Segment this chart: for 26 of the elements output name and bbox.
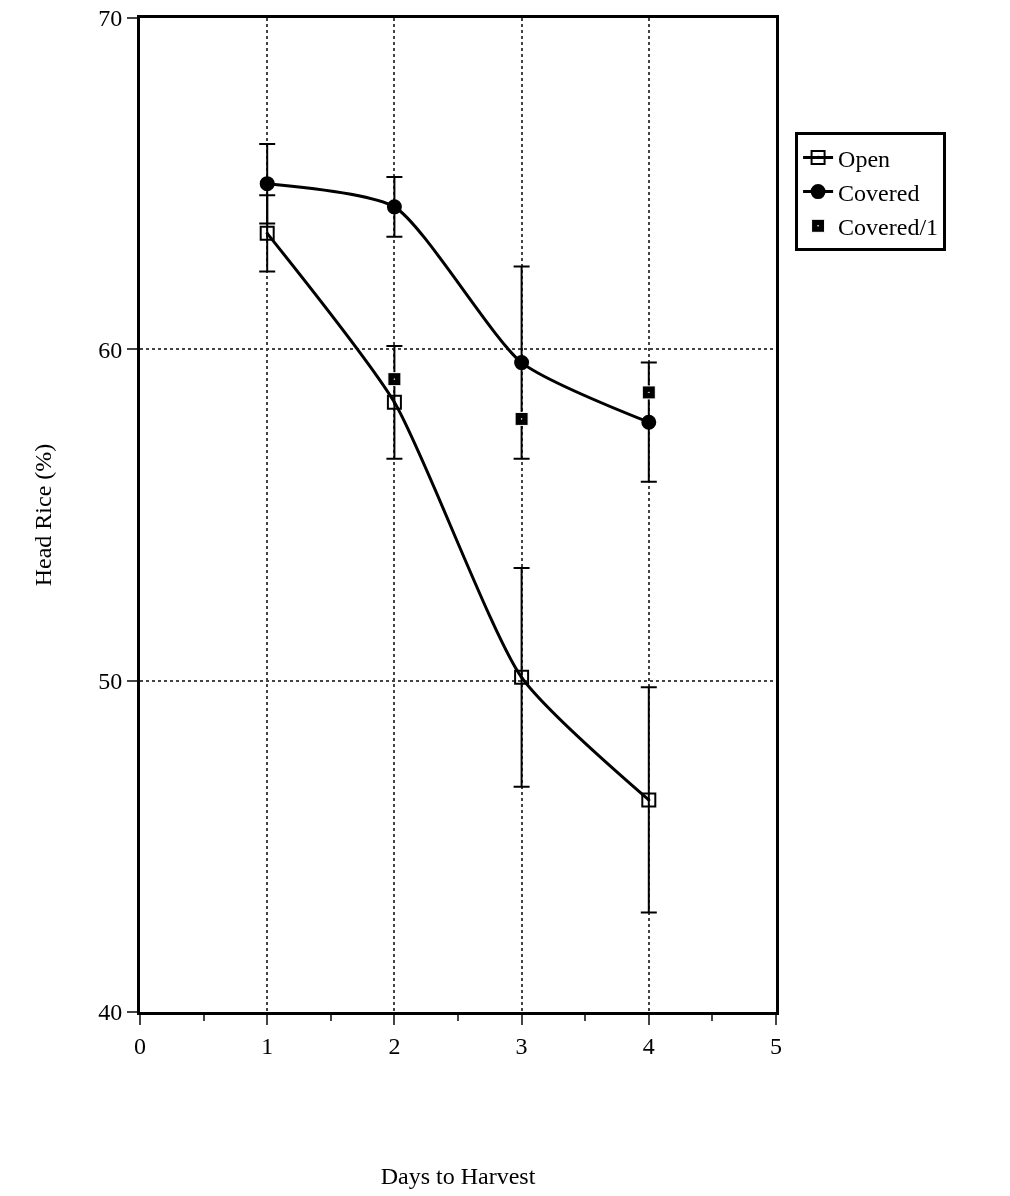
y-tick-label: 50 bbox=[98, 668, 123, 695]
point bbox=[641, 414, 657, 430]
point bbox=[259, 176, 275, 192]
y-axis-title: Head Rice (%) bbox=[30, 443, 57, 587]
point bbox=[386, 394, 402, 410]
legend-label: Open bbox=[838, 145, 891, 172]
x-tick-label: 0 bbox=[134, 1032, 146, 1059]
y-tick-label: 40 bbox=[98, 999, 123, 1026]
x-tick-label: 2 bbox=[388, 1032, 401, 1059]
y-tick-label: 70 bbox=[98, 5, 123, 32]
point bbox=[641, 792, 657, 808]
x-tick-label: 4 bbox=[642, 1032, 655, 1059]
x-tick-label: 5 bbox=[770, 1032, 782, 1059]
x-axis-title: Days to Harvest bbox=[380, 1163, 536, 1190]
point bbox=[387, 372, 402, 387]
point bbox=[514, 355, 530, 371]
point bbox=[514, 411, 529, 426]
point bbox=[386, 199, 402, 215]
x-tick-label: 1 bbox=[261, 1032, 274, 1059]
point bbox=[641, 385, 656, 400]
legend-label: Covered/1 bbox=[838, 214, 939, 241]
x-tick-label: 3 bbox=[515, 1032, 528, 1059]
y-tick-label: 60 bbox=[98, 336, 123, 363]
point bbox=[259, 225, 275, 241]
legend-label: Covered bbox=[838, 179, 920, 206]
point bbox=[514, 669, 530, 685]
